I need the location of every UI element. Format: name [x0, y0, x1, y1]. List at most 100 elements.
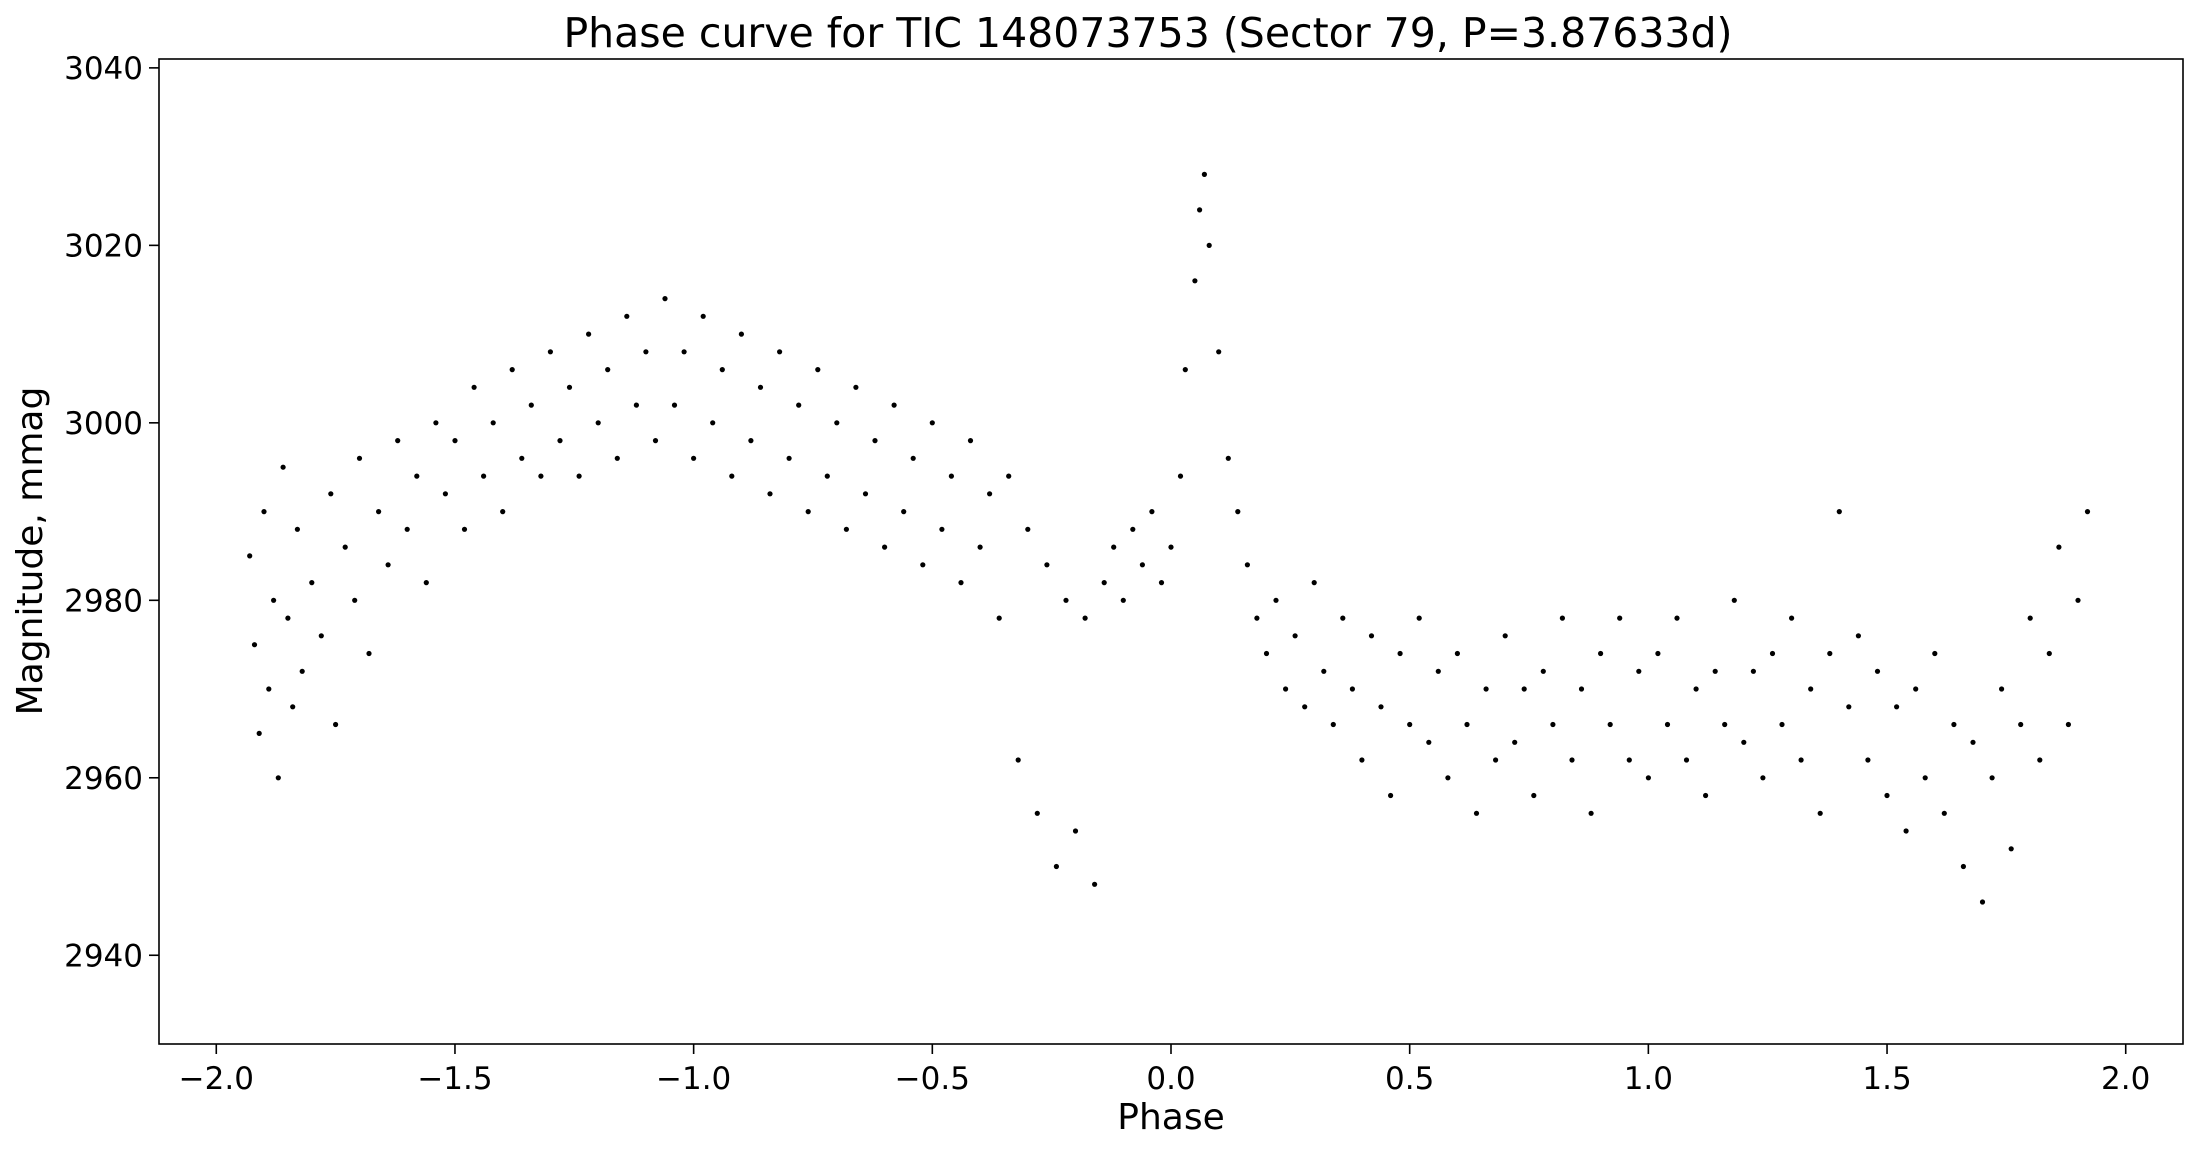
data-point: [1598, 650, 1604, 657]
data-point: [1101, 580, 1107, 586]
data-point: [633, 402, 640, 408]
data-point: [1130, 526, 1136, 532]
data-point: [1531, 792, 1537, 799]
data-point: [1483, 686, 1489, 692]
data-point: [681, 349, 687, 355]
data-point: [1712, 668, 1718, 674]
data-point: [414, 473, 420, 479]
data-point: [1970, 739, 1976, 745]
data-point: [1225, 455, 1231, 461]
data-point: [2046, 650, 2052, 657]
data-point: [1913, 686, 1919, 692]
data-point: [1664, 721, 1671, 728]
data-point: [1397, 650, 1403, 657]
data-point: [1617, 615, 1623, 621]
x-tick-label: −0.5: [895, 1061, 970, 1097]
data-point: [1273, 597, 1279, 603]
data-point: [1407, 721, 1413, 728]
data-point: [1798, 757, 1804, 763]
data-point: [2056, 544, 2062, 550]
data-point: [1722, 721, 1728, 728]
data-point: [1473, 810, 1480, 816]
data-point: [757, 384, 764, 390]
data-point: [1192, 278, 1198, 284]
data-point: [294, 526, 300, 532]
data-point: [1340, 615, 1346, 621]
data-point: [1750, 668, 1756, 674]
data-point: [862, 491, 869, 497]
data-point: [2027, 615, 2033, 621]
data-point: [1540, 668, 1546, 674]
data-point: [247, 553, 253, 559]
data-point: [939, 526, 945, 532]
chart-title: Phase curve for TIC 148073753 (Sector 79…: [563, 9, 1732, 57]
data-point: [285, 615, 291, 621]
data-point: [1244, 562, 1250, 568]
data-point: [1626, 757, 1632, 763]
data-point: [843, 526, 850, 532]
data-point: [1044, 562, 1050, 568]
data-point: [1349, 686, 1355, 692]
data-point: [1846, 704, 1852, 710]
data-point: [2008, 846, 2014, 852]
data-point: [767, 491, 773, 497]
data-point: [318, 633, 324, 639]
data-point: [275, 775, 281, 781]
points-layer: [247, 171, 2091, 905]
data-point: [433, 420, 439, 426]
data-point: [271, 597, 277, 603]
data-point: [586, 331, 592, 337]
data-point: [671, 402, 678, 408]
data-point: [1674, 615, 1680, 621]
data-point: [1359, 757, 1365, 763]
data-point: [700, 313, 706, 319]
data-point: [882, 544, 888, 550]
data-point: [1445, 775, 1451, 781]
data-point: [1855, 633, 1861, 639]
data-point: [385, 562, 391, 568]
data-point: [1168, 544, 1174, 550]
data-point: [719, 367, 725, 373]
data-point: [1741, 739, 1747, 745]
data-point: [901, 509, 907, 515]
data-point: [1201, 171, 1207, 177]
data-point: [566, 384, 573, 390]
plot-frame: [158, 58, 2184, 1045]
data-point: [1559, 615, 1565, 621]
data-point: [1703, 792, 1709, 799]
data-point: [1827, 650, 1833, 657]
data-point: [1388, 792, 1394, 799]
data-point: [1321, 668, 1327, 674]
data-point: [2075, 597, 2081, 603]
data-point: [643, 349, 649, 355]
x-tick-label: −1.0: [656, 1061, 731, 1097]
x-axis-ticks: −2.0 −1.5 −1.0 −0.5 0.0 0.5 1.0 1.5 2.0: [179, 1044, 2150, 1097]
data-point: [1378, 704, 1384, 710]
data-point: [1894, 704, 1900, 710]
data-point: [1999, 686, 2005, 692]
data-point: [1464, 721, 1470, 728]
data-point: [1922, 775, 1928, 781]
data-point: [309, 580, 315, 586]
y-tick-label: 3020: [64, 228, 143, 264]
data-point: [1865, 757, 1871, 763]
data-point: [471, 384, 477, 390]
x-tick-label: −2.0: [179, 1061, 254, 1097]
data-point: [786, 455, 792, 461]
data-point: [423, 580, 429, 586]
data-point: [1979, 899, 1986, 905]
x-tick-label: 2.0: [2101, 1061, 2150, 1097]
data-point: [1177, 473, 1184, 479]
y-tick-label: 2980: [64, 583, 143, 619]
x-tick-label: 1.0: [1624, 1061, 1673, 1097]
data-point: [1569, 757, 1575, 763]
data-point: [1808, 686, 1814, 692]
x-tick-label: 1.5: [1862, 1061, 1911, 1097]
data-point: [342, 544, 348, 550]
data-point: [824, 473, 830, 479]
data-point: [519, 455, 525, 461]
data-point: [1197, 207, 1203, 213]
x-tick-label: −1.5: [417, 1061, 492, 1097]
data-point: [1292, 633, 1298, 639]
y-tick-label: 3040: [64, 51, 143, 87]
